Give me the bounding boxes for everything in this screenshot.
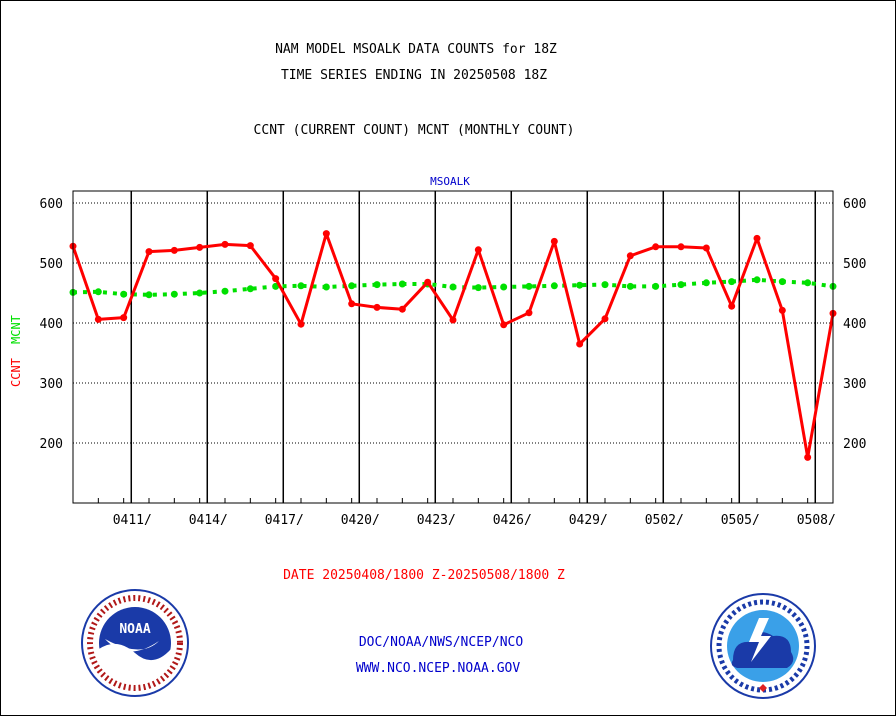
ccnt-point: [373, 303, 381, 311]
mcnt-point: [576, 281, 584, 289]
x-tick-label: 0411/: [113, 513, 152, 528]
mcnt-point: [500, 283, 508, 291]
ccnt-point: [576, 340, 584, 348]
mcnt-point: [196, 289, 204, 297]
gridlines: [72, 191, 834, 503]
ccnt-point: [702, 244, 710, 252]
chart-subtitle: TIME SERIES ENDING IN 20250508 18Z: [281, 68, 547, 83]
mcnt-point: [702, 279, 710, 287]
mcnt-point: [778, 278, 786, 286]
ccnt-point: [424, 278, 432, 286]
tick-labels: 200 200 300 300 400 400 500 500 600 600 0411/0414/…: [40, 197, 867, 528]
mcnt-point: [170, 290, 178, 298]
x-axis-date-label: DATE 20250408/1800 Z-20250508/1800 Z: [283, 568, 565, 583]
mcnt-point: [652, 282, 660, 290]
y-axis-label-ccnt: CCNT: [9, 358, 23, 387]
mcnt-point: [373, 281, 381, 289]
y-tick-label-right: 500: [843, 257, 866, 272]
ccnt-point: [246, 242, 254, 250]
ccnt-point: [525, 309, 533, 317]
ccnt-point: [398, 305, 406, 313]
noaa-logo-text: NOAA: [119, 622, 150, 637]
mcnt-point: [348, 282, 356, 290]
ccnt-point: [778, 306, 786, 314]
ccnt-point: [94, 315, 102, 323]
y-tick-label-left: 200: [40, 437, 63, 452]
x-tick-label: 0429/: [569, 513, 608, 528]
footer-org: DOC/NOAA/NWS/NCEP/NCO: [359, 635, 524, 650]
ccnt-point: [753, 234, 761, 242]
x-tick-label: 0414/: [189, 513, 228, 528]
x-tick-label: 0426/: [493, 513, 532, 528]
ccnt-point: [626, 252, 634, 260]
ccnt-point: [170, 246, 178, 254]
y-tick-label-right: 400: [843, 317, 866, 332]
ccnt-point: [348, 300, 356, 308]
mcnt-point: [728, 278, 736, 286]
mcnt-point: [525, 282, 533, 290]
mcnt-point: [322, 283, 330, 291]
ccnt-point: [500, 321, 508, 329]
station-label: MSOALK: [430, 175, 470, 188]
mcnt-point: [677, 281, 685, 289]
x-tick-label: 0423/: [417, 513, 456, 528]
y-tick-label-left: 400: [40, 317, 63, 332]
mcnt-point: [550, 282, 558, 290]
legend-text: CCNT (CURRENT COUNT) MCNT (MONTHLY COUNT…: [254, 123, 575, 138]
x-tick-label: 0420/: [341, 513, 380, 528]
ccnt-point: [272, 275, 280, 283]
ccnt-line: [71, 232, 835, 459]
y-tick-label-left: 500: [40, 257, 63, 272]
ccnt-point: [652, 243, 660, 251]
y-tick-label-right: 300: [843, 377, 866, 392]
mcnt-point: [120, 290, 128, 298]
y-axis-label-mcnt: MCNT: [9, 315, 23, 344]
ccnt-point: [474, 246, 482, 254]
ccnt-point: [120, 314, 128, 322]
mcnt-point: [753, 276, 761, 284]
mcnt-point: [145, 291, 153, 299]
mcnt-point: [246, 285, 254, 293]
ccnt-point: [804, 453, 812, 461]
ccnt-point: [297, 320, 305, 328]
mcnt-point: [449, 283, 457, 291]
y-tick-label-right: 200: [843, 437, 866, 452]
x-tick-label: 0417/: [265, 513, 304, 528]
noaa-logo: NOAA: [81, 589, 189, 697]
mcnt-point: [398, 280, 406, 288]
chart-title: NAM MODEL MSOALK DATA COUNTS for 18Z: [275, 42, 557, 57]
mcnt-point: [221, 287, 229, 295]
ccnt-point: [601, 315, 609, 323]
nws-logo: [710, 593, 816, 699]
mcnt-point: [474, 284, 482, 292]
mcnt-point: [94, 288, 102, 296]
mcnt-point: [601, 281, 609, 289]
y-tick-label-left: 600: [40, 197, 63, 212]
y-tick-label-right: 600: [843, 197, 866, 212]
data-series: [69, 230, 837, 461]
ccnt-point: [550, 237, 558, 245]
x-tick-label: 0505/: [721, 513, 760, 528]
mcnt-point: [804, 279, 812, 287]
mcnt-point: [626, 282, 634, 290]
ccnt-point: [322, 230, 330, 238]
x-tick-label: 0508/: [797, 513, 836, 528]
ccnt-point: [677, 243, 685, 251]
ccnt-point: [196, 243, 204, 251]
plot-area-border: [72, 190, 834, 504]
y-tick-label-left: 300: [40, 377, 63, 392]
ccnt-point: [145, 248, 153, 256]
ccnt-point: [449, 316, 457, 324]
x-tick-label: 0502/: [645, 513, 684, 528]
footer-url[interactable]: WWW.NCO.NCEP.NOAA.GOV: [356, 661, 521, 676]
ccnt-point: [728, 302, 736, 310]
ccnt-point: [221, 240, 229, 248]
mcnt-point: [297, 282, 305, 290]
